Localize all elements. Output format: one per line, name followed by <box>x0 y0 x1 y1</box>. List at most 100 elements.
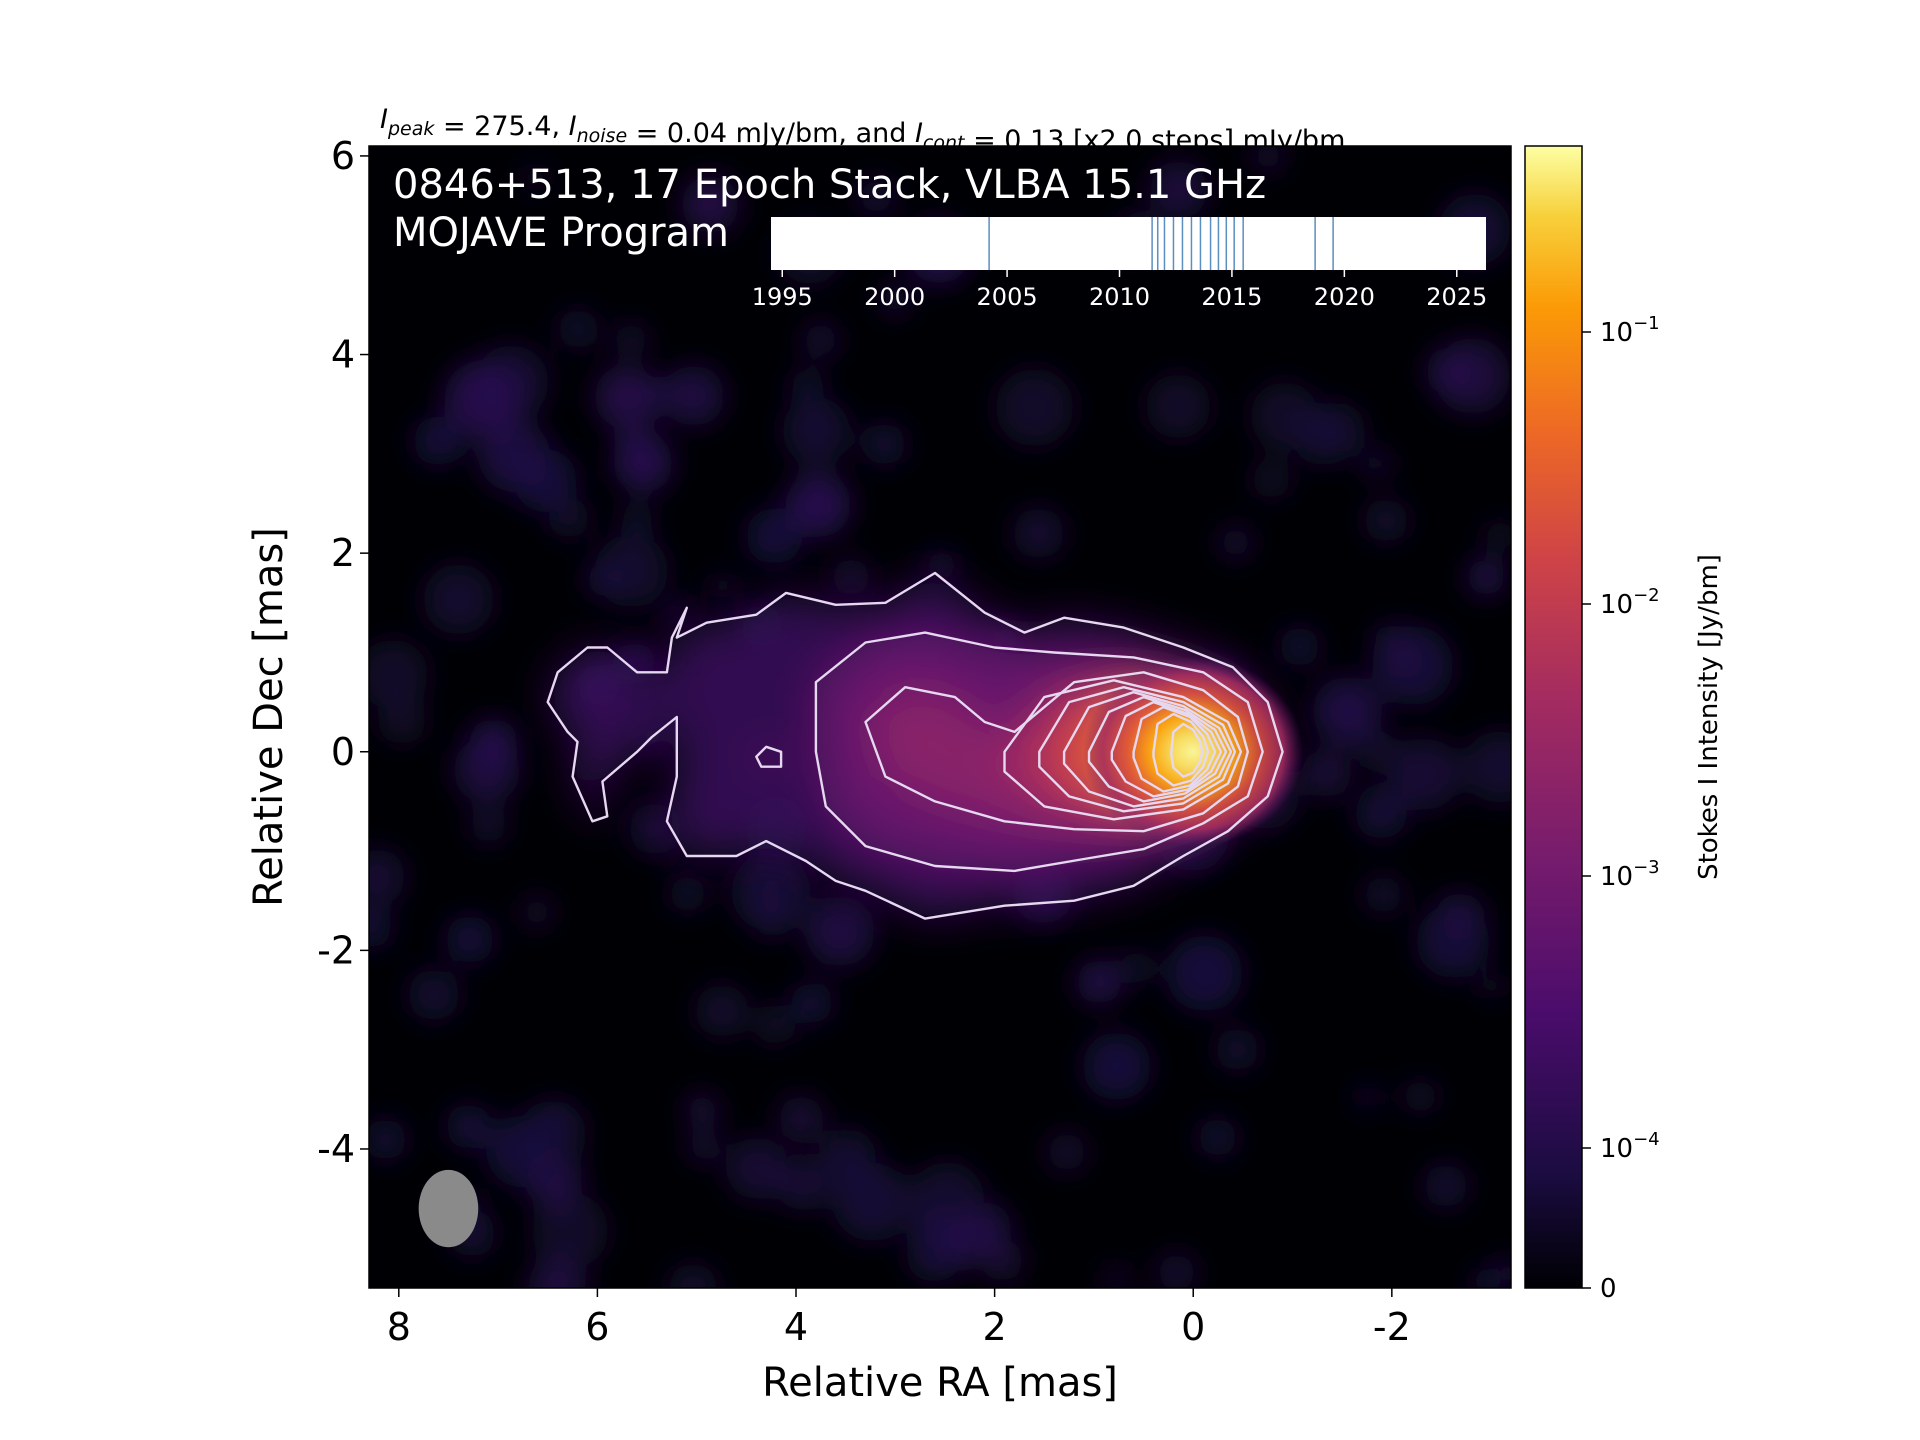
noise-blob <box>453 736 521 804</box>
noise-blob <box>1250 381 1319 451</box>
timeline-tick-label: 2020 <box>1314 283 1375 311</box>
x-axis-title: Relative RA [mas] <box>762 1360 1118 1406</box>
noise-blob <box>377 696 427 745</box>
timeline-tick-label: 1995 <box>752 283 813 311</box>
noise-blob <box>791 982 833 1024</box>
noise-blob <box>521 897 553 928</box>
noise-blob <box>445 915 494 964</box>
x-axis-ticks: 8 6 4 2 0 -2 <box>387 1288 1411 1349</box>
noise-blob <box>527 1257 587 1288</box>
y-tick-label: 4 <box>331 333 355 377</box>
noise-blob <box>1434 337 1511 414</box>
noise-blob <box>413 416 463 466</box>
noise-blob <box>531 1192 609 1270</box>
header-text-part: = 0.04 mJy/bm, and <box>627 118 915 149</box>
colorbar-tick-label: 10−4 <box>1600 1129 1660 1164</box>
y-axis-title: Relative Dec [mas] <box>246 527 292 907</box>
noise-blob <box>782 396 850 465</box>
overlay-title-line1: 0846+513, 17 Epoch Stack, VLBA 15.1 GHz <box>393 162 1266 208</box>
noise-blob <box>1363 450 1391 478</box>
noise-blob <box>1416 904 1490 979</box>
noise-blob <box>1145 373 1211 439</box>
contour-line <box>1062 691 1233 808</box>
colorbar: 10−110−210−310−40 Stokes I Intensity [Jy… <box>1524 145 1724 1304</box>
header-subscript: noise <box>577 125 628 147</box>
x-tick-label: 6 <box>585 1305 609 1349</box>
header-text-part: = 275.4, <box>434 111 568 142</box>
noise-blob <box>725 1137 789 1200</box>
noise-blob <box>1253 146 1284 172</box>
noise-blob <box>803 322 838 357</box>
noise-blob <box>470 807 507 844</box>
x-tick-label: 2 <box>983 1305 1007 1349</box>
noise-blob <box>1354 787 1407 840</box>
y-tick-label: -4 <box>317 1127 355 1171</box>
noise-blob <box>1478 972 1506 1000</box>
noise-blob <box>1472 1267 1502 1288</box>
noise-blob <box>819 1128 876 1185</box>
noise-blob <box>1082 1032 1151 1101</box>
contour-line <box>546 571 1284 920</box>
timeline-epochs <box>988 217 1334 270</box>
noise-blob <box>586 564 617 596</box>
noise-blob <box>961 1202 1012 1253</box>
noise-blob <box>1371 628 1425 682</box>
noise-blob <box>517 1100 587 1171</box>
noise-blob <box>1483 519 1511 552</box>
noise-blob <box>879 284 910 315</box>
colorbar-tick-base: 10 <box>1600 318 1633 348</box>
contour-line <box>1132 705 1217 793</box>
timeline-tick-label: 2015 <box>1201 283 1262 311</box>
header-symbol: I <box>569 111 577 142</box>
timeline-tick-label: 2010 <box>1089 283 1150 311</box>
contour-line <box>1170 722 1204 778</box>
colorbar-tick-base: 10 <box>1600 862 1633 892</box>
noise-blob <box>995 368 1074 447</box>
colorbar-tick-exponent: −2 <box>1633 585 1660 606</box>
noise-blob <box>614 322 649 357</box>
noise-blob <box>666 600 691 626</box>
noise-blob <box>776 1158 830 1212</box>
noise-blob <box>688 1131 719 1163</box>
x-tick-label: -2 <box>1373 1305 1411 1349</box>
noise-blob <box>686 1093 719 1126</box>
noise-blob <box>549 497 590 539</box>
colorbar-tick-exponent: −4 <box>1633 1129 1660 1150</box>
contour-line <box>1038 686 1237 813</box>
noise-blob <box>369 906 392 949</box>
noise-blob <box>1355 1085 1380 1110</box>
noise-blob <box>463 1122 489 1148</box>
header-symbol: I <box>380 104 388 135</box>
noise-blob <box>1251 459 1292 500</box>
noise-blob <box>663 365 725 427</box>
epoch-timeline: 1995 2000 2005 2010 2015 2020 2025 <box>752 217 1487 311</box>
noise-blob <box>695 984 749 1038</box>
x-tick-label: 0 <box>1181 1305 1205 1349</box>
colorbar-tick-exponent: −1 <box>1633 313 1660 334</box>
noise-blob <box>805 896 876 967</box>
colorbar-tick-exponent: −3 <box>1633 857 1660 878</box>
noise-blob <box>785 472 852 538</box>
colorbar-tick-label: 0 <box>1600 1274 1617 1304</box>
noise-blob <box>1047 1132 1086 1172</box>
noise-blob <box>1012 507 1065 559</box>
noise-blob <box>778 1096 824 1141</box>
noise-blob <box>1166 935 1243 1012</box>
colorbar-tick-base: 10 <box>1600 590 1633 620</box>
noise-blob <box>709 571 737 599</box>
noise-blob <box>669 875 707 913</box>
y-tick-label: 0 <box>331 730 355 774</box>
y-tick-label: 6 <box>331 134 355 178</box>
noise-blob <box>746 508 803 565</box>
noise-blob <box>521 163 550 192</box>
plot-frame <box>368 145 1512 1289</box>
contour-line <box>1087 695 1228 803</box>
header-symbol: I <box>915 118 923 149</box>
noise-blob <box>369 1118 407 1161</box>
noise-blob <box>1302 748 1351 798</box>
colorbar-tick-base: 10 <box>1600 1134 1633 1164</box>
noise-blob <box>369 639 429 710</box>
contour-line <box>1110 700 1223 798</box>
noise-blob <box>1403 1079 1438 1114</box>
